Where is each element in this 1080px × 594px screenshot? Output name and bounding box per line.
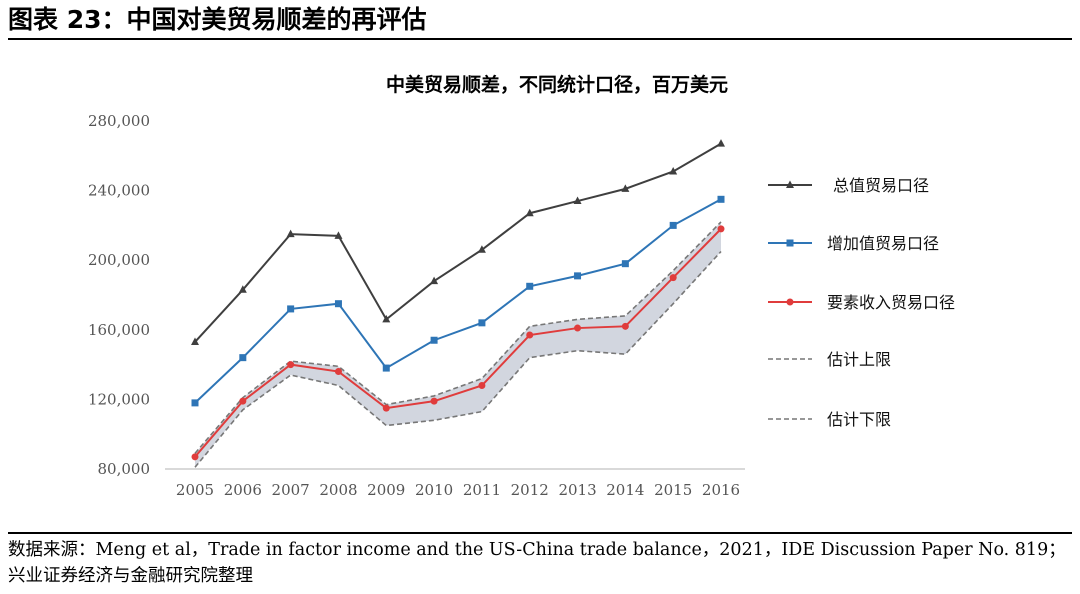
data-point [526,331,534,339]
bottom-divider [8,532,1072,534]
data-point [191,399,199,407]
legend-marker [786,239,794,247]
y-tick-label: 240,000 [88,182,150,200]
x-tick-label: 2014 [606,481,644,499]
legend-label: 增加值贸易口径 [827,234,939,253]
source-note: 数据来源：Meng et al，Trade in factor income a… [8,540,1066,586]
data-point [382,364,390,372]
y-tick-label: 160,000 [88,321,150,339]
y-tick-label: 280,000 [88,112,150,130]
data-point [478,381,486,389]
data-point [430,276,439,285]
series-line-3 [194,228,722,458]
legend-marker [786,180,794,188]
legend-label: 总值贸易口径 [833,176,929,195]
data-point [191,453,199,461]
data-point [287,361,295,369]
data-point [287,305,295,313]
data-point [382,404,390,412]
data-point [526,282,534,290]
data-point [574,272,582,280]
legend-marker [786,298,794,306]
x-tick-label: 2016 [702,481,740,499]
legend-label: 估计上限 [827,350,891,369]
x-tick-label: 2013 [558,481,596,499]
series-line-4 [194,221,722,454]
data-point [334,300,342,308]
data-point [621,184,630,192]
data-point [669,221,677,229]
x-tick-label: 2015 [654,481,692,499]
x-tick-label: 2009 [367,481,405,499]
y-tick-label: 200,000 [88,251,150,269]
data-point [239,354,247,362]
data-point [238,285,247,293]
top-divider [8,38,1072,40]
x-tick-label: 2012 [511,481,549,499]
data-point [621,260,629,268]
data-point [573,196,582,205]
data-point [430,336,438,344]
data-point [382,314,391,323]
data-point [334,231,343,239]
data-point [525,208,534,217]
legend-label: 要素收入贸易口径 [827,293,955,312]
x-tick-label: 2006 [224,481,262,499]
series-line-2 [194,198,722,404]
data-point [574,324,582,332]
data-point [478,319,486,327]
y-tick-label: 120,000 [88,390,150,408]
data-point [717,225,725,233]
data-point [669,166,678,175]
data-point [621,322,629,330]
data-point [669,274,677,282]
x-tick-label: 2011 [463,481,501,499]
chart-title: 中美贸易顺差，不同统计口径，百万美元 [386,73,728,96]
y-tick-label: 80,000 [98,460,151,478]
x-tick-label: 2007 [272,481,310,499]
data-point [477,245,486,253]
data-point [191,337,199,345]
x-tick-label: 2008 [319,481,357,499]
x-tick-label: 2005 [176,481,214,499]
series-line-5 [194,250,722,468]
data-point [239,397,247,405]
x-tick-label: 2010 [415,481,453,499]
data-point [717,195,725,203]
legend-label: 估计下限 [827,410,891,429]
data-point [717,139,725,147]
data-point [334,368,342,376]
line-chart: 中美贸易顺差，不同统计口径，百万美元 80,000 120,000 160,000 2… [88,73,955,499]
series-line-1 [194,142,722,343]
estimate-band [195,221,721,468]
figure-title: 图表 23：中国对美贸易顺差的再评估 [8,5,427,34]
data-point [286,229,295,238]
data-point [430,397,438,405]
